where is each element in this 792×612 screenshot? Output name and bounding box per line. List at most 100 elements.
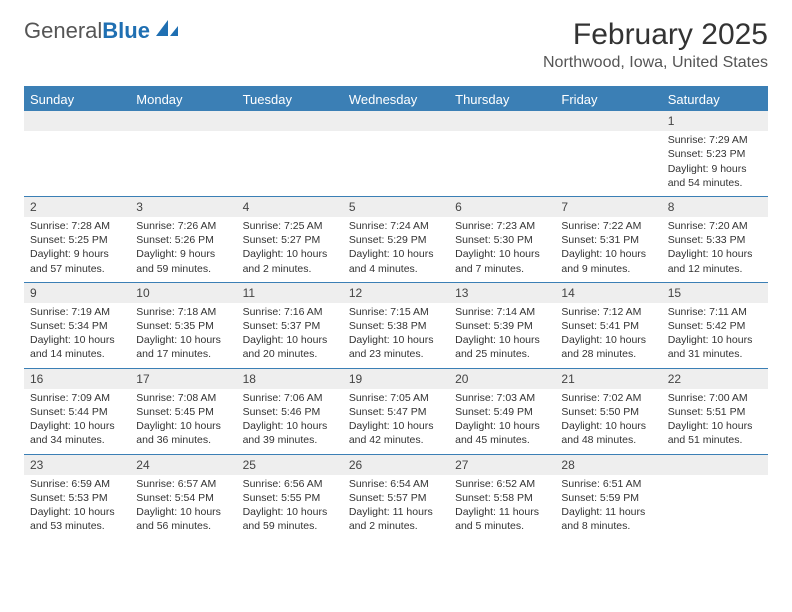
daylight-text: and 34 minutes. <box>30 433 124 447</box>
dow-cell: Friday <box>555 88 661 111</box>
daylight-text: and 54 minutes. <box>668 176 762 190</box>
day-cell: 15Sunrise: 7:11 AMSunset: 5:42 PMDayligh… <box>662 283 768 368</box>
sunrise-text: Sunrise: 6:59 AM <box>30 477 124 491</box>
sunset-text: Sunset: 5:49 PM <box>455 405 549 419</box>
day-number: 3 <box>130 197 236 217</box>
day-body: Sunrise: 7:02 AMSunset: 5:50 PMDaylight:… <box>555 389 661 454</box>
day-body: Sunrise: 7:22 AMSunset: 5:31 PMDaylight:… <box>555 217 661 282</box>
daylight-text: Daylight: 10 hours <box>455 333 549 347</box>
week-row: 2Sunrise: 7:28 AMSunset: 5:25 PMDaylight… <box>24 196 768 282</box>
sunset-text: Sunset: 5:27 PM <box>243 233 337 247</box>
sunset-text: Sunset: 5:50 PM <box>561 405 655 419</box>
day-body: Sunrise: 7:00 AMSunset: 5:51 PMDaylight:… <box>662 389 768 454</box>
day-cell: 11Sunrise: 7:16 AMSunset: 5:37 PMDayligh… <box>237 283 343 368</box>
week-row: 9Sunrise: 7:19 AMSunset: 5:34 PMDaylight… <box>24 282 768 368</box>
day-number: 24 <box>130 455 236 475</box>
sunset-text: Sunset: 5:25 PM <box>30 233 124 247</box>
day-body: Sunrise: 7:19 AMSunset: 5:34 PMDaylight:… <box>24 303 130 368</box>
day-number: 21 <box>555 369 661 389</box>
sunrise-text: Sunrise: 6:57 AM <box>136 477 230 491</box>
day-body: Sunrise: 7:26 AMSunset: 5:26 PMDaylight:… <box>130 217 236 282</box>
day-cell: 5Sunrise: 7:24 AMSunset: 5:29 PMDaylight… <box>343 197 449 282</box>
day-cell: 18Sunrise: 7:06 AMSunset: 5:46 PMDayligh… <box>237 369 343 454</box>
day-body: Sunrise: 7:05 AMSunset: 5:47 PMDaylight:… <box>343 389 449 454</box>
day-body: Sunrise: 7:15 AMSunset: 5:38 PMDaylight:… <box>343 303 449 368</box>
daylight-text: Daylight: 10 hours <box>561 333 655 347</box>
day-number <box>662 455 768 475</box>
day-number: 2 <box>24 197 130 217</box>
day-body: Sunrise: 7:08 AMSunset: 5:45 PMDaylight:… <box>130 389 236 454</box>
sunset-text: Sunset: 5:53 PM <box>30 491 124 505</box>
daylight-text: and 48 minutes. <box>561 433 655 447</box>
day-number: 1 <box>662 111 768 131</box>
daylight-text: and 17 minutes. <box>136 347 230 361</box>
day-body: Sunrise: 7:28 AMSunset: 5:25 PMDaylight:… <box>24 217 130 282</box>
day-number: 11 <box>237 283 343 303</box>
daylight-text: and 31 minutes. <box>668 347 762 361</box>
day-number <box>237 111 343 131</box>
daylight-text: Daylight: 10 hours <box>349 333 443 347</box>
daylight-text: and 7 minutes. <box>455 262 549 276</box>
sunrise-text: Sunrise: 7:09 AM <box>30 391 124 405</box>
day-cell <box>555 111 661 196</box>
day-body: Sunrise: 7:24 AMSunset: 5:29 PMDaylight:… <box>343 217 449 282</box>
sunset-text: Sunset: 5:35 PM <box>136 319 230 333</box>
logo-sail-icon <box>150 18 180 44</box>
daylight-text: Daylight: 10 hours <box>243 333 337 347</box>
sunrise-text: Sunrise: 7:11 AM <box>668 305 762 319</box>
daylight-text: and 2 minutes. <box>349 519 443 533</box>
daylight-text: and 5 minutes. <box>455 519 549 533</box>
daylight-text: and 56 minutes. <box>136 519 230 533</box>
sunset-text: Sunset: 5:47 PM <box>349 405 443 419</box>
sunset-text: Sunset: 5:26 PM <box>136 233 230 247</box>
daylight-text: and 59 minutes. <box>243 519 337 533</box>
day-number: 23 <box>24 455 130 475</box>
daylight-text: and 51 minutes. <box>668 433 762 447</box>
day-cell: 2Sunrise: 7:28 AMSunset: 5:25 PMDaylight… <box>24 197 130 282</box>
daylight-text: and 12 minutes. <box>668 262 762 276</box>
day-cell: 28Sunrise: 6:51 AMSunset: 5:59 PMDayligh… <box>555 455 661 540</box>
sunrise-text: Sunrise: 7:16 AM <box>243 305 337 319</box>
sunrise-text: Sunrise: 7:24 AM <box>349 219 443 233</box>
daylight-text: and 39 minutes. <box>243 433 337 447</box>
sunrise-text: Sunrise: 7:06 AM <box>243 391 337 405</box>
day-body: Sunrise: 6:56 AMSunset: 5:55 PMDaylight:… <box>237 475 343 540</box>
daylight-text: and 45 minutes. <box>455 433 549 447</box>
sunrise-text: Sunrise: 6:51 AM <box>561 477 655 491</box>
day-cell <box>237 111 343 196</box>
day-body: Sunrise: 6:59 AMSunset: 5:53 PMDaylight:… <box>24 475 130 540</box>
day-cell: 6Sunrise: 7:23 AMSunset: 5:30 PMDaylight… <box>449 197 555 282</box>
location: Northwood, Iowa, United States <box>543 54 768 72</box>
sunrise-text: Sunrise: 7:28 AM <box>30 219 124 233</box>
day-cell: 24Sunrise: 6:57 AMSunset: 5:54 PMDayligh… <box>130 455 236 540</box>
sunrise-text: Sunrise: 7:20 AM <box>668 219 762 233</box>
day-cell: 3Sunrise: 7:26 AMSunset: 5:26 PMDaylight… <box>130 197 236 282</box>
logo: GeneralBlue <box>24 18 180 44</box>
sunset-text: Sunset: 5:55 PM <box>243 491 337 505</box>
day-cell: 16Sunrise: 7:09 AMSunset: 5:44 PMDayligh… <box>24 369 130 454</box>
day-cell: 14Sunrise: 7:12 AMSunset: 5:41 PMDayligh… <box>555 283 661 368</box>
day-number: 9 <box>24 283 130 303</box>
daylight-text: and 4 minutes. <box>349 262 443 276</box>
dow-cell: Tuesday <box>237 88 343 111</box>
day-number: 25 <box>237 455 343 475</box>
sunset-text: Sunset: 5:51 PM <box>668 405 762 419</box>
dow-cell: Saturday <box>662 88 768 111</box>
sunrise-text: Sunrise: 6:54 AM <box>349 477 443 491</box>
day-cell <box>343 111 449 196</box>
daylight-text: and 20 minutes. <box>243 347 337 361</box>
day-body <box>449 131 555 139</box>
daylight-text: Daylight: 10 hours <box>349 247 443 261</box>
daylight-text: and 9 minutes. <box>561 262 655 276</box>
day-number <box>24 111 130 131</box>
day-cell: 4Sunrise: 7:25 AMSunset: 5:27 PMDaylight… <box>237 197 343 282</box>
sunrise-text: Sunrise: 6:52 AM <box>455 477 549 491</box>
sunset-text: Sunset: 5:38 PM <box>349 319 443 333</box>
day-cell <box>449 111 555 196</box>
day-number: 18 <box>237 369 343 389</box>
day-body: Sunrise: 7:16 AMSunset: 5:37 PMDaylight:… <box>237 303 343 368</box>
sunset-text: Sunset: 5:33 PM <box>668 233 762 247</box>
daylight-text: Daylight: 10 hours <box>136 419 230 433</box>
sunset-text: Sunset: 5:34 PM <box>30 319 124 333</box>
daylight-text: and 2 minutes. <box>243 262 337 276</box>
